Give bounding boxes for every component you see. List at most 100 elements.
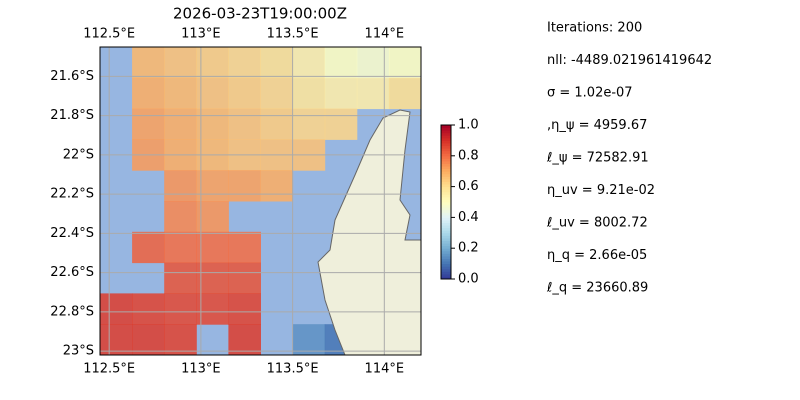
colorbar-swatch	[441, 194, 451, 198]
colorbar-swatch	[441, 163, 451, 167]
info-line: Iterations: 200	[547, 21, 642, 36]
cell	[260, 47, 294, 79]
x-tick-label: 114°E	[365, 362, 405, 377]
cell	[164, 170, 197, 202]
chart-title: 2026-03-23T19:00:00Z	[173, 5, 347, 23]
cell	[292, 324, 326, 356]
colorbar-frame	[440, 124, 452, 280]
cell	[292, 77, 326, 110]
colorbar-swatch	[441, 232, 451, 236]
y-tick-label: 22.6°S	[50, 265, 94, 280]
y-tick-label: 21.8°S	[50, 108, 94, 123]
colorbar-swatch	[441, 227, 451, 231]
colorbar-swatch	[441, 255, 451, 259]
cell	[196, 108, 229, 140]
colorbar-tick-label: 0.8	[458, 148, 479, 163]
colorbar-tick-label: 0.6	[458, 179, 479, 194]
cell	[228, 77, 261, 110]
y-tick-label: 22.4°S	[50, 226, 94, 241]
map-frame	[99, 46, 422, 356]
cell	[196, 293, 229, 325]
colorbar-swatch	[441, 217, 451, 221]
colorbar-tick-label: 0.2	[458, 241, 479, 256]
cell	[164, 201, 197, 233]
cell	[164, 293, 197, 325]
cell	[132, 324, 165, 356]
info-panel: Iterations: 200 nll: -4489.021961419642 σ …	[546, 21, 712, 296]
cell	[196, 201, 229, 233]
colorbar-tick-label: 1.0	[458, 118, 479, 133]
cell	[228, 231, 261, 264]
y-tick-label: 23°S	[63, 344, 94, 359]
cell	[164, 231, 197, 264]
colorbar-swatch	[441, 184, 451, 188]
colorbar-swatch	[441, 140, 451, 144]
colorbar-swatch	[441, 237, 451, 241]
colorbar-swatch	[441, 230, 451, 234]
colorbar-swatch	[441, 158, 451, 162]
cell	[196, 262, 229, 294]
cell	[260, 170, 294, 202]
x-tick-label: 112.5°E	[83, 27, 135, 42]
cell	[196, 170, 229, 202]
info-line: ℓ_ψ = 72582.91	[546, 151, 649, 166]
cell	[324, 77, 358, 110]
cell	[164, 324, 197, 356]
colorbar-swatch	[441, 153, 451, 157]
y-tick-label: 21.6°S	[50, 69, 94, 84]
colorbar-swatch	[441, 168, 451, 172]
cell	[164, 47, 197, 79]
cell	[228, 108, 261, 140]
colorbar-swatch	[441, 207, 451, 211]
colorbar-swatch	[441, 145, 451, 149]
info-line: ℓ_q = 23660.89	[546, 281, 648, 296]
x-tick-label: 113.5°E	[267, 27, 319, 42]
colorbar-swatch	[441, 176, 451, 180]
cell	[292, 108, 326, 140]
colorbar-swatch	[441, 253, 451, 257]
x-tick-label: 112.5°E	[83, 362, 135, 377]
colorbar-swatch	[441, 261, 451, 265]
gridlines	[100, 47, 421, 355]
colorbar-swatch	[441, 191, 451, 195]
colorbar-swatch	[441, 222, 451, 226]
info-line: η_q = 2.66e-05	[547, 248, 647, 263]
colorbar-swatch	[441, 268, 451, 272]
info-line: nll: -4489.021961419642	[547, 53, 712, 68]
cell	[164, 77, 197, 110]
colorbar-swatch	[441, 181, 451, 185]
colorbar-swatch	[441, 214, 451, 218]
colorbar-swatch	[441, 219, 451, 224]
cell	[228, 170, 261, 202]
colorbar-tick-label: 0.0	[458, 272, 479, 287]
colorbar-swatch	[441, 196, 451, 200]
cell	[260, 77, 294, 110]
cell	[228, 262, 261, 294]
colorbar-swatch	[441, 243, 451, 247]
colorbar-swatch	[441, 125, 451, 129]
colorbar-swatch	[441, 186, 451, 190]
colorbar-swatch	[441, 266, 451, 270]
x-tick-label: 113°E	[181, 27, 221, 42]
colorbar-swatch	[441, 273, 451, 277]
cell	[324, 47, 358, 79]
cell	[196, 47, 229, 79]
colorbar-swatch	[441, 189, 451, 193]
colorbar-swatch	[441, 132, 451, 136]
colorbar-swatch	[441, 271, 451, 275]
cell	[132, 108, 165, 140]
info-line: σ = 1.02e-07	[547, 86, 633, 101]
colorbar-swatch	[441, 155, 451, 159]
cell	[164, 262, 197, 294]
colorbar-swatch	[441, 240, 451, 244]
colorbar-swatch	[441, 160, 451, 164]
colorbar-swatch	[441, 245, 451, 249]
colorbar-swatch	[441, 150, 451, 154]
y-tick-label: 22.2°S	[50, 187, 94, 202]
cell	[388, 47, 422, 79]
colorbar-swatch	[441, 263, 451, 267]
x-tick-label: 113.5°E	[267, 362, 319, 377]
cell	[100, 293, 133, 325]
x-tick-label: 113°E	[181, 362, 221, 377]
